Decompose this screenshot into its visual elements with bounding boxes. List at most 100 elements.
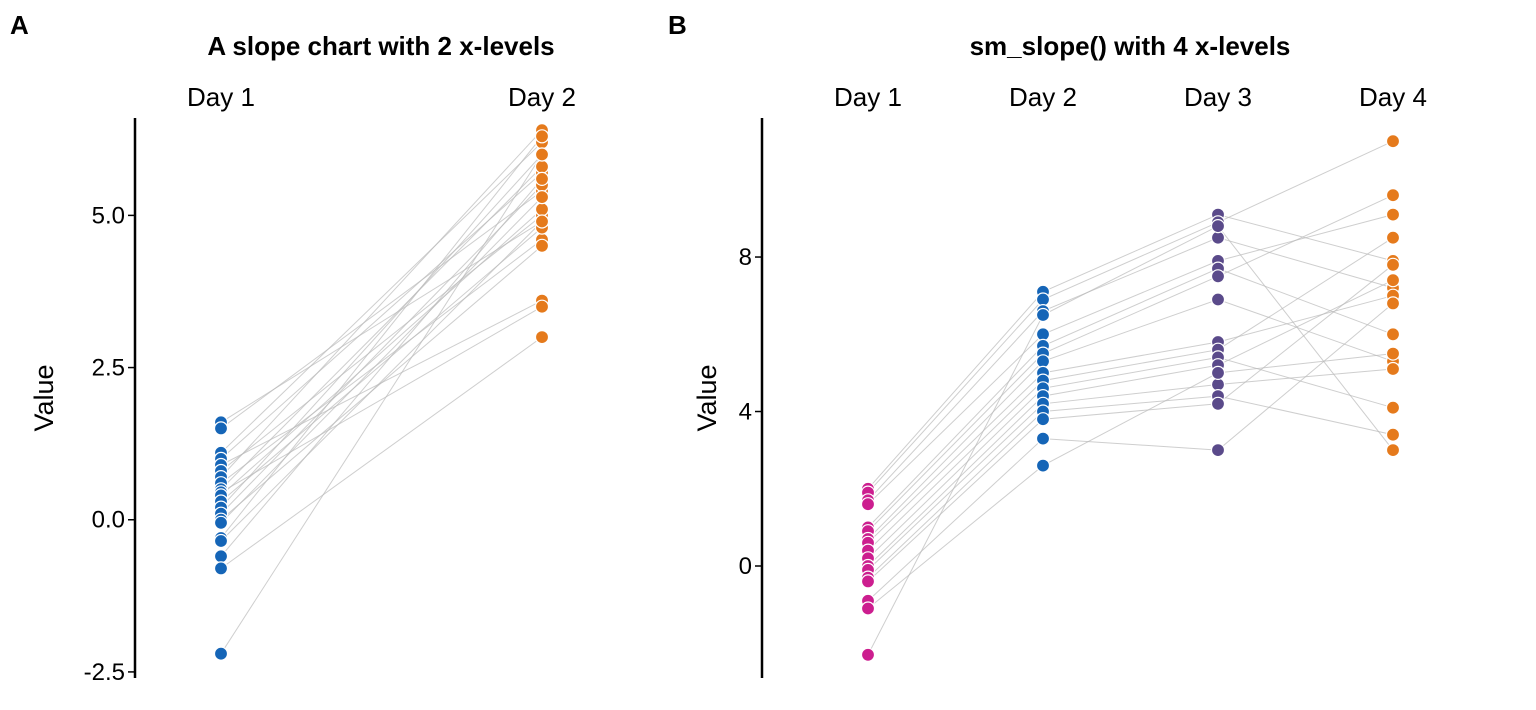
data-point xyxy=(534,299,550,314)
panel-a-ylabel: Value xyxy=(29,364,59,431)
slope-line xyxy=(220,166,543,490)
slope-line xyxy=(867,279,1394,567)
data-point xyxy=(534,202,550,217)
x-tick-label: Day 2 xyxy=(1009,82,1077,112)
data-point xyxy=(213,515,229,530)
panel-a-points xyxy=(213,123,550,661)
panel-a-y-axis: -2.5 0.0 2.5 5.0 xyxy=(84,118,137,686)
slope-line xyxy=(867,237,1394,551)
data-point xyxy=(1210,396,1226,411)
data-point xyxy=(213,646,229,661)
panel-b: B sm_slope() with 4 x-levels Value 0 4 8 D… xyxy=(668,10,1427,678)
y-tick-label: -2.5 xyxy=(84,659,125,686)
panel-b-slope-lines xyxy=(867,140,1394,656)
slope-line xyxy=(220,245,543,521)
slope-line xyxy=(220,178,543,557)
slope-line xyxy=(220,190,543,429)
x-tick-label: Day 2 xyxy=(508,82,576,112)
slope-line xyxy=(220,336,543,569)
data-point xyxy=(860,497,876,512)
data-point xyxy=(1385,273,1401,288)
x-tick-label: Day 1 xyxy=(187,82,255,112)
data-point xyxy=(534,214,550,229)
y-tick-label: 5.0 xyxy=(92,202,125,229)
panel-a-tag: A xyxy=(10,10,29,40)
data-point xyxy=(1035,458,1051,473)
slope-line xyxy=(220,306,543,493)
data-point xyxy=(534,190,550,205)
slope-line xyxy=(220,239,543,484)
data-point xyxy=(1035,412,1051,427)
slope-line xyxy=(220,154,543,508)
slope-line xyxy=(867,264,1394,582)
data-point xyxy=(1035,431,1051,446)
slope-line xyxy=(220,141,543,454)
x-tick-label: Day 4 xyxy=(1359,82,1427,112)
panel-b-title: sm_slope() with 4 x-levels xyxy=(970,31,1291,61)
slope-line xyxy=(220,154,543,654)
data-point xyxy=(213,561,229,576)
data-point xyxy=(1385,346,1401,361)
data-point xyxy=(534,238,550,253)
data-point xyxy=(213,421,229,436)
slope-line xyxy=(867,395,1394,578)
data-point xyxy=(860,574,876,589)
y-tick-label: 8 xyxy=(739,244,752,271)
data-point xyxy=(1210,292,1226,307)
data-point xyxy=(1385,400,1401,415)
data-point xyxy=(534,129,550,144)
data-point xyxy=(1385,207,1401,222)
slope-line xyxy=(220,215,543,472)
data-point xyxy=(213,549,229,564)
panel-b-x-ticks: Day 1 Day 2 Day 3 Day 4 xyxy=(834,82,1427,112)
data-point xyxy=(213,533,229,549)
data-point xyxy=(1385,361,1401,377)
y-tick-label: 2.5 xyxy=(92,355,125,382)
slope-line xyxy=(867,225,1394,656)
x-tick-label: Day 1 xyxy=(834,82,902,112)
slope-line xyxy=(867,194,1394,532)
slope-line xyxy=(220,208,543,496)
data-point xyxy=(1385,230,1401,245)
slope-line xyxy=(220,196,543,524)
slope-line xyxy=(220,227,543,502)
data-point xyxy=(1210,443,1226,458)
slope-line xyxy=(220,129,543,478)
slope-line xyxy=(220,221,543,542)
y-tick-label: 0 xyxy=(739,553,752,580)
y-tick-label: 4 xyxy=(739,399,752,426)
panel-b-points xyxy=(860,134,1401,662)
slope-line xyxy=(867,353,1394,609)
slope-line xyxy=(867,303,1394,602)
slope-line xyxy=(867,298,1394,540)
data-point xyxy=(534,330,550,345)
data-point xyxy=(534,147,550,162)
data-point xyxy=(1385,427,1401,442)
slope-line xyxy=(867,356,1394,559)
data-point xyxy=(1385,257,1401,272)
slope-line xyxy=(220,184,543,515)
data-point xyxy=(860,601,876,616)
panel-b-ylabel: Value xyxy=(692,364,722,431)
data-point xyxy=(1385,134,1401,149)
data-point xyxy=(860,647,876,662)
data-point xyxy=(1385,327,1401,342)
slope-line xyxy=(867,214,1394,505)
y-tick-label: 0.0 xyxy=(92,507,125,534)
data-point xyxy=(1385,443,1401,458)
slope-line xyxy=(220,135,543,539)
data-point xyxy=(1385,296,1401,311)
panel-a: A A slope chart with 2 x-levels Value -2… xyxy=(10,10,576,686)
slope-line xyxy=(867,237,1394,501)
slope-line xyxy=(867,140,1394,493)
slope-line xyxy=(867,268,1394,528)
panel-a-x-ticks: Day 1 Day 2 xyxy=(187,82,576,112)
data-point xyxy=(534,159,550,174)
panel-b-tag: B xyxy=(668,10,687,40)
panel-b-y-axis: 0 4 8 xyxy=(739,118,764,678)
data-point xyxy=(1035,307,1051,323)
data-point xyxy=(534,171,550,186)
slope-line xyxy=(867,295,1394,544)
slope-line xyxy=(867,214,1394,490)
